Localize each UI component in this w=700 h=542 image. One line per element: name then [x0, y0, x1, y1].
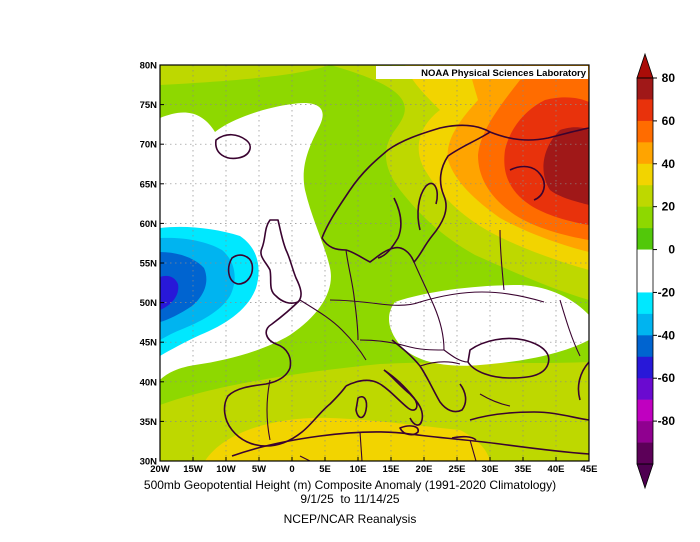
latitude-labels: 80N 75N 70N 65N 60N 55N 50N 45N 40N 35N 30N [140, 61, 164, 468]
colorbar-segment-13 [637, 356, 653, 379]
colorbar-segment-14 [637, 378, 653, 400]
colorbar-segment-9 [637, 271, 653, 293]
lat-label-60N: 60N [140, 219, 158, 230]
colorbar-segment-3 [637, 142, 653, 165]
lon-label-20W: 20W [150, 464, 170, 475]
colorbar-segment-0 [637, 78, 653, 100]
lon-label-15E: 15E [383, 464, 400, 475]
lon-label-15W: 15W [183, 464, 203, 475]
colorbar-segment-2 [637, 120, 653, 143]
lat-label-80N: 80N [140, 61, 158, 72]
colorbar-label--60: -60 [658, 371, 676, 385]
lat-label-40N: 40N [140, 377, 158, 388]
lon-label-40E: 40E [548, 464, 565, 475]
lon-label-5E: 5E [319, 464, 331, 475]
longitude-labels: 20W 15W 10W 5W 0 5E 10E 15E 20E 25E 30E 35E 40E 45E [150, 457, 597, 475]
lat-label-50N: 50N [140, 298, 158, 309]
colorbar-label--80: -80 [658, 414, 676, 428]
lon-label-5W: 5W [252, 464, 266, 475]
data-source: NCEP/NCAR Reanalysis [283, 512, 417, 526]
date-range: 9/1/25 to 11/14/25 [300, 492, 400, 506]
anomaly-field-negative-30-40 [160, 252, 207, 322]
graticule [160, 65, 589, 461]
colorbar-label--20: -20 [658, 285, 676, 299]
lat-label-75N: 75N [140, 100, 158, 111]
anomaly-field-north-20-30b [160, 65, 330, 85]
lon-label-10E: 10E [350, 464, 367, 475]
lon-label-10W: 10W [216, 464, 236, 475]
colorbar-top-arrow [636, 52, 654, 79]
coastlines [215, 124, 589, 457]
lon-label-20E: 20E [416, 464, 433, 475]
colorbar-segment-11 [637, 313, 653, 336]
colorbar [636, 52, 654, 490]
lat-label-35N: 35N [140, 417, 158, 428]
lon-label-35E: 35E [515, 464, 532, 475]
lon-label-45E: 45E [581, 464, 598, 475]
lon-label-0: 0 [289, 464, 294, 475]
credit-label: NOAA Physical Sciences Laboratory [421, 68, 587, 79]
colorbar-segment-4 [637, 163, 653, 186]
national-borders [266, 229, 581, 461]
colorbar-segment-7 [637, 228, 653, 250]
lon-label-25E: 25E [449, 464, 466, 475]
figure-title: 500mb Geopotential Height (m) Composite … [143, 478, 557, 492]
colorbar-segment-6 [637, 206, 653, 229]
colorbar-segment-1 [637, 99, 653, 122]
lat-label-65N: 65N [140, 179, 158, 190]
lat-label-45N: 45N [140, 338, 158, 349]
colorbar-segment-16 [637, 421, 653, 443]
credit-box [376, 66, 588, 79]
map-panel [160, 65, 589, 461]
anomaly-field-north-70-80 [543, 127, 589, 205]
colorbar-label-40: 40 [662, 157, 676, 171]
lat-label-55N: 55N [140, 259, 158, 270]
colorbar-segment-10 [637, 292, 653, 315]
colorbar-segment-8 [637, 249, 653, 272]
colorbar-segment-15 [637, 399, 653, 422]
lat-label-30N: 30N [140, 457, 158, 468]
colorbar-label-60: 60 [662, 114, 676, 128]
colorbar-segment-12 [637, 335, 653, 358]
colorbar-label-80: 80 [662, 71, 676, 85]
colorbar-label-0: 0 [668, 243, 675, 257]
colorbar-segment-5 [637, 185, 653, 207]
anomaly-field-south-30-40 [205, 417, 490, 461]
anomaly-field-negative-40-50 [160, 275, 179, 310]
lat-label-70N: 70N [140, 140, 158, 151]
colorbar-tick-labels: 80 60 40 20 0 -20 -40 -60 -80 [653, 71, 675, 428]
colorbar-segment-17 [637, 442, 653, 465]
lon-label-30E: 30E [482, 464, 499, 475]
colorbar-label-20: 20 [662, 200, 676, 214]
colorbar-label--40: -40 [658, 328, 676, 342]
